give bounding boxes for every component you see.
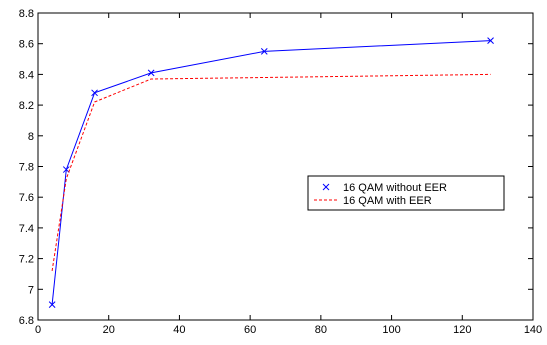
y-tick-label: 8.8 <box>19 8 34 20</box>
marker-stroke <box>62 166 70 173</box>
marker-stroke <box>147 69 155 77</box>
data-point <box>147 69 155 77</box>
marker-stroke <box>48 301 56 309</box>
x-tick-label: 120 <box>453 324 471 336</box>
series-layer <box>48 37 494 309</box>
y-tick-label: 7.8 <box>19 162 34 174</box>
legend-label: 16 QAM with EER <box>343 195 432 207</box>
legend-item: 16 QAM without EER <box>322 182 447 194</box>
x-tick-label: 0 <box>35 324 41 336</box>
y-tick-label: 8.4 <box>19 69 34 81</box>
marker-stroke <box>487 37 494 44</box>
data-point <box>91 89 98 97</box>
legend-box <box>307 175 505 211</box>
x-tick-label: 100 <box>382 324 400 336</box>
data-point <box>260 48 268 55</box>
y-tick-label: 7 <box>28 284 34 296</box>
marker-stroke <box>91 89 98 97</box>
y-axis: 6.8 7 7.2 7.4 7.6 7.8 8 8.2 8.4 8.6 8.8 <box>19 8 533 327</box>
data-point <box>62 166 70 173</box>
data-point <box>487 37 494 44</box>
plot-frame <box>37 12 534 321</box>
series-line-1 <box>51 40 491 305</box>
y-tick-label: 8 <box>28 131 34 143</box>
plot-area <box>37 12 534 321</box>
x-tick-label: 80 <box>315 324 327 336</box>
data-point <box>48 301 56 309</box>
legend-label: 16 QAM without EER <box>343 182 447 194</box>
marker-stroke <box>260 48 268 55</box>
series-line-2 <box>51 73 491 271</box>
x-axis: 0 20 40 60 80 100 120 140 <box>35 13 542 336</box>
x-tick-label: 60 <box>244 324 256 336</box>
x-tick-label: 140 <box>524 324 542 336</box>
x-tick-label: 20 <box>103 324 115 336</box>
x-tick-label: 40 <box>173 324 185 336</box>
y-tick-label: 6.8 <box>19 315 34 327</box>
y-tick-label: 8.2 <box>19 100 34 112</box>
y-tick-label: 7.2 <box>19 254 34 266</box>
y-tick-label: 8.6 <box>19 39 34 51</box>
y-tick-label: 7.4 <box>19 223 34 235</box>
y-tick-label: 7.6 <box>19 192 34 204</box>
legend-marker <box>322 183 330 191</box>
legend-item: 16 QAM with EER <box>314 195 432 207</box>
